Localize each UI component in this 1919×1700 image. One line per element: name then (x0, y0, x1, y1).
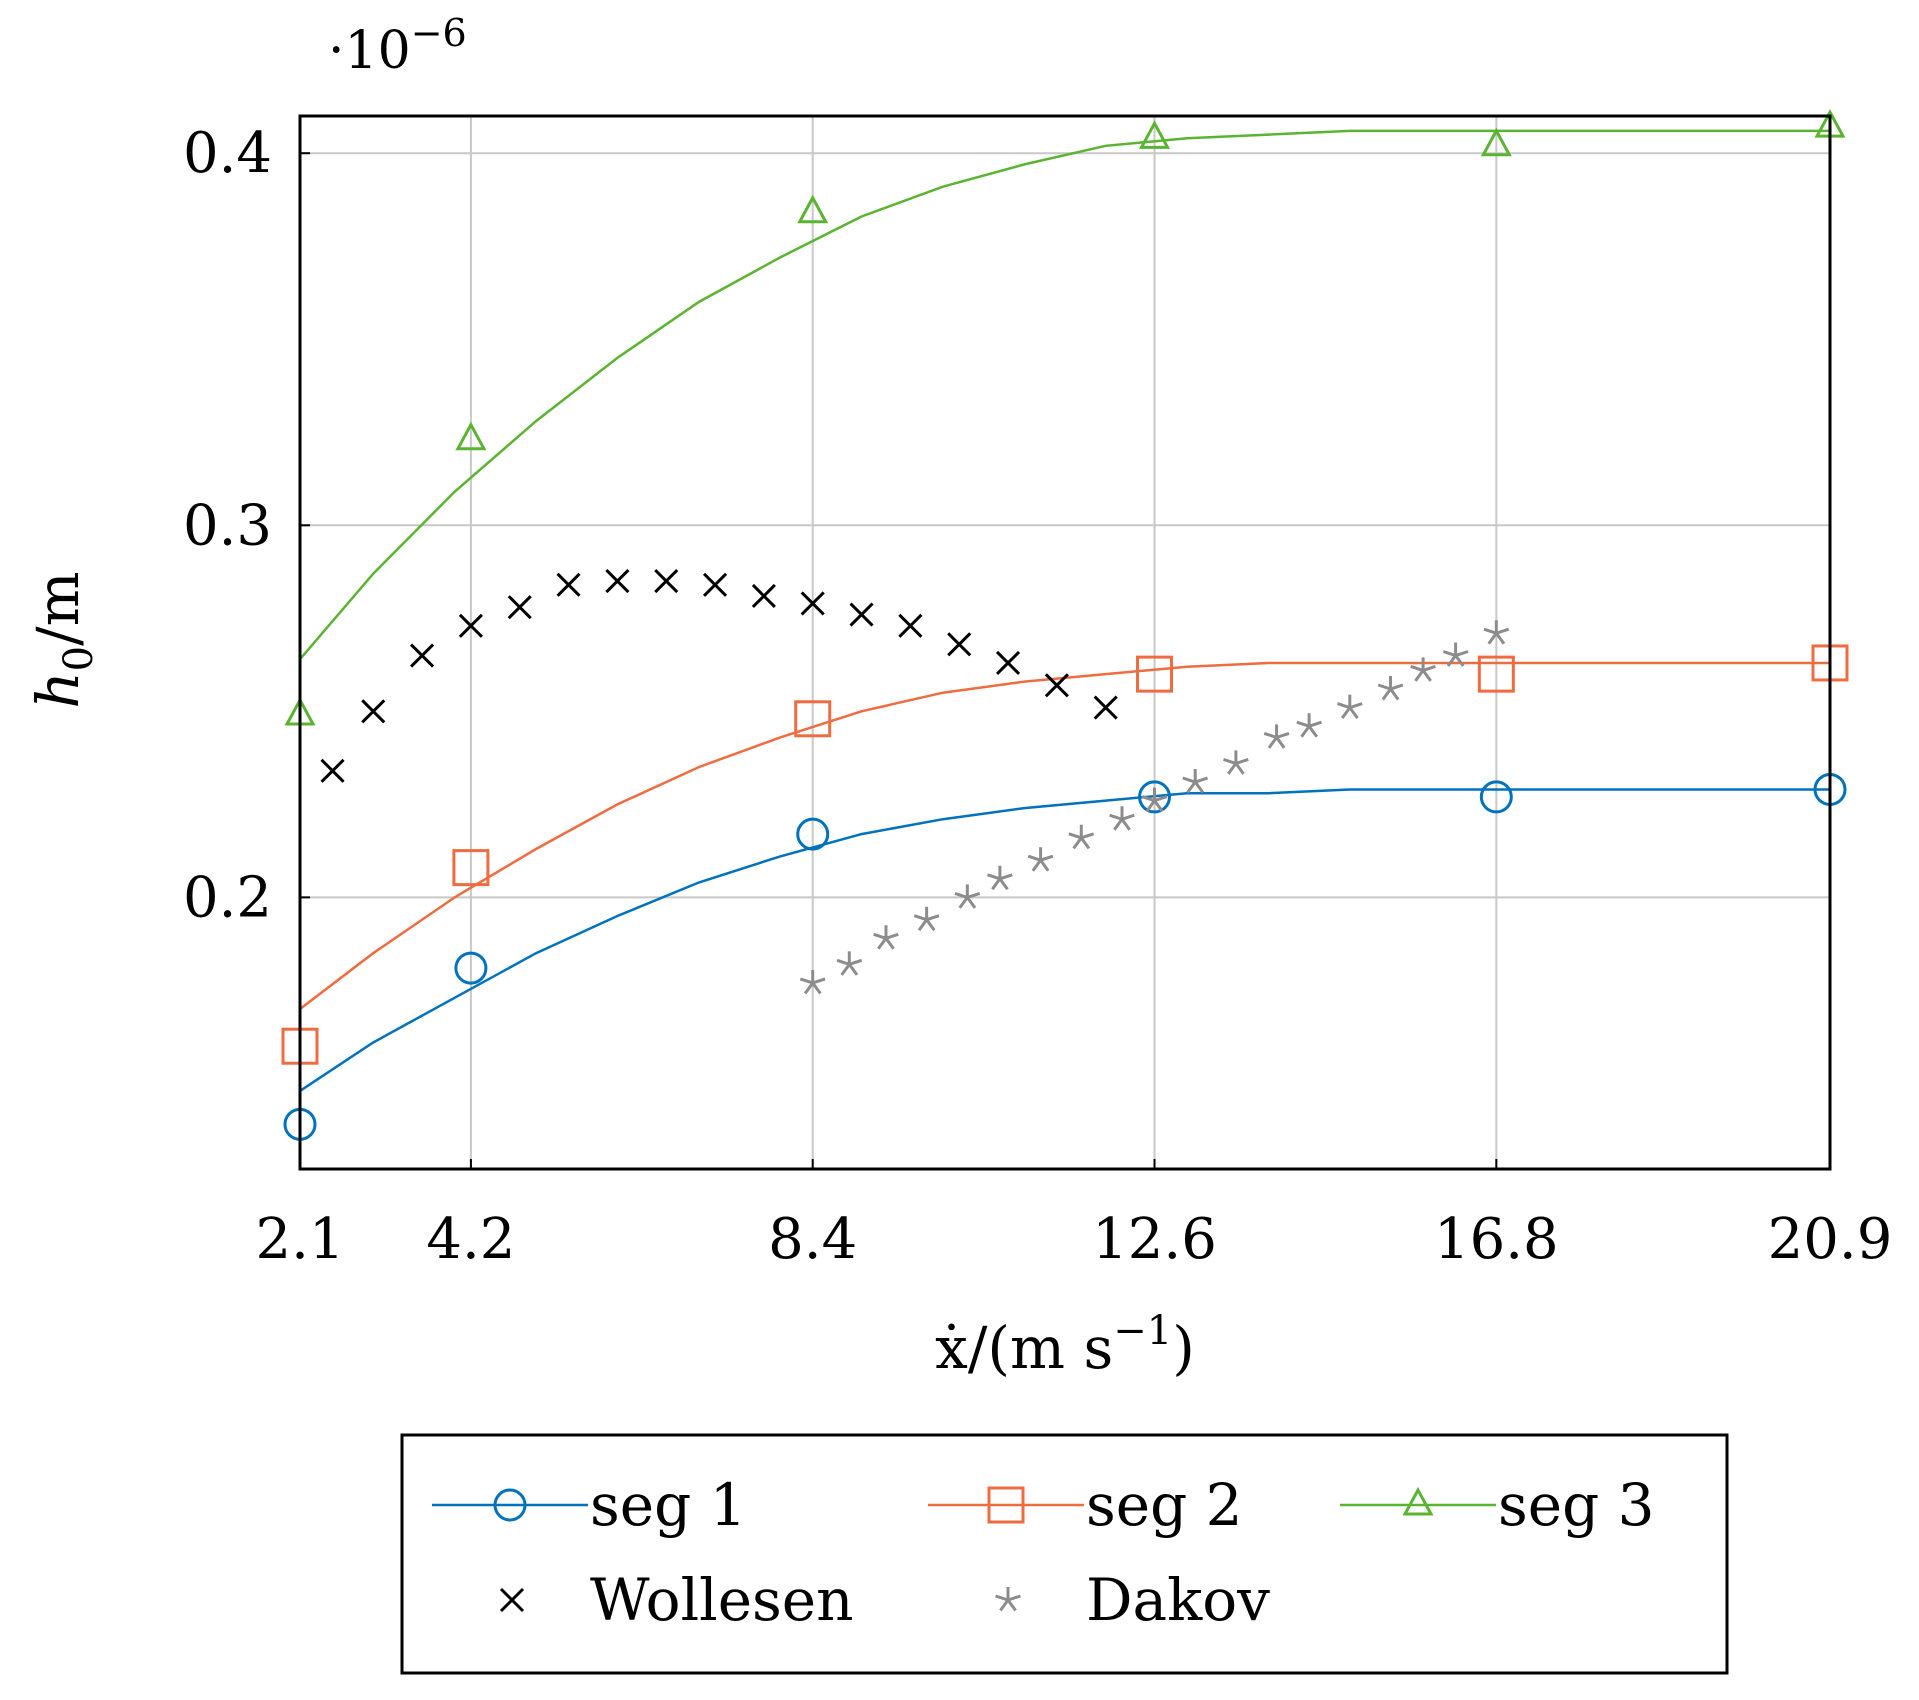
seg-1-point (1479, 780, 1513, 814)
wollesen-point (605, 569, 630, 594)
wollesen-point (1093, 695, 1118, 720)
series-seg-1 (283, 772, 1847, 1141)
legend-marker (987, 1486, 1025, 1524)
legend-item-seg-3: seg 3 (1340, 1471, 1655, 1539)
wollesen-point (410, 643, 435, 668)
seg-3-point (1139, 120, 1171, 149)
dakov-point (1337, 694, 1363, 719)
wollesen-point (800, 591, 825, 616)
x-tick-label: 20.9 (1768, 1207, 1893, 1272)
wollesen-point (361, 699, 386, 724)
seg-3-point (1480, 127, 1512, 157)
legend-label: Wollesen (590, 1566, 853, 1634)
seg-1-fit-line (299, 788, 1830, 1092)
wollesen-point (654, 569, 679, 594)
axis-scale-label: ·10−6 (328, 11, 467, 81)
series-seg-2 (281, 644, 1849, 1065)
y-tick-label: 0.2 (183, 865, 272, 930)
dakov-point (1109, 806, 1135, 831)
dakov-point (1263, 724, 1290, 749)
series-wollesen (320, 569, 1118, 783)
y-axis-label-suffix: /m (24, 571, 92, 646)
legend-marker (499, 1587, 525, 1613)
legend-label: seg 2 (1086, 1471, 1243, 1539)
legend-item-dakov: Dakov (995, 1566, 1270, 1634)
legend-item-seg-2: seg 2 (928, 1471, 1243, 1539)
dakov-point (954, 884, 981, 909)
seg-1-point (1138, 780, 1172, 814)
seg-1-point (454, 951, 488, 985)
seg-3-point (797, 194, 829, 224)
axis-scale-exponent: −6 (411, 11, 467, 55)
y-axis-label-subscript: 0 (56, 646, 102, 671)
y-tick-label: 0.4 (183, 121, 272, 186)
dakov-point (1296, 713, 1322, 738)
series-dakov (799, 620, 1510, 995)
seg-2-point (1136, 655, 1174, 693)
dakov-point (1483, 620, 1510, 645)
dakov-point (836, 951, 863, 976)
dakov-point (1223, 750, 1249, 775)
legend-label: seg 3 (1498, 1471, 1655, 1539)
wollesen-point (1044, 673, 1069, 698)
legend-label: Dakov (1086, 1566, 1270, 1634)
dakov-point (1027, 847, 1054, 872)
wollesen-point (947, 632, 972, 657)
wollesen-point (898, 613, 923, 638)
x-tick-label: 8.4 (768, 1207, 857, 1272)
x-axis-label: ẋ/(m s−1) (935, 1308, 1195, 1382)
seg-2-point (1477, 655, 1515, 693)
wollesen-point (320, 758, 345, 783)
dakov-point (987, 865, 1013, 891)
wollesen-point (849, 602, 874, 627)
wollesen-point (556, 572, 581, 597)
seg-3-fit-line (299, 129, 1830, 661)
tick-labels: 2.1 4.2 8.4 12.6 16.8 20.9 0.2 0.3 0.4 (183, 121, 1892, 1272)
dakov-point (799, 969, 826, 995)
x-tick-label: 2.1 (255, 1207, 344, 1272)
wollesen-point (507, 595, 532, 620)
dakov-point (1141, 787, 1168, 813)
grid (299, 116, 1831, 1169)
legend-items: seg 1 seg 2 seg 3 Wollesen Dakov (432, 1471, 1655, 1634)
wollesen-point (458, 613, 483, 638)
x-axis-label-close: ) (1172, 1314, 1195, 1382)
x-tick-label: 12.6 (1092, 1207, 1217, 1272)
legend-item-wollesen: Wollesen (499, 1566, 853, 1634)
legend-item-seg-1: seg 1 (432, 1471, 747, 1539)
dakov-point (873, 925, 899, 950)
legend-marker (1402, 1486, 1434, 1516)
dakov-point (1377, 675, 1404, 701)
seg-3-point (455, 421, 487, 451)
dakov-point (1068, 824, 1095, 850)
legend-marker (995, 1587, 1021, 1612)
legend-label: seg 1 (590, 1471, 747, 1539)
wollesen-point (751, 583, 776, 609)
seg-2-point (794, 700, 832, 738)
dakov-point (1442, 642, 1469, 667)
dakov-point (913, 906, 940, 932)
seg-2-point (452, 849, 490, 887)
legend-box (400, 1433, 1729, 1675)
legend: seg 1 seg 2 seg 3 Wollesen Dakov (400, 1433, 1729, 1675)
dakov-point (1182, 768, 1209, 794)
wollesen-point (702, 572, 728, 597)
series-seg-3 (284, 109, 1846, 726)
y-tick-label: 0.3 (183, 493, 272, 558)
legend-marker (493, 1488, 527, 1522)
series-layer (281, 109, 1849, 1141)
x-tick-label: 4.2 (426, 1207, 515, 1272)
y-axis-label: h0/m (24, 571, 102, 708)
plot-frame (298, 114, 1832, 1171)
x-tick-label: 16.8 (1434, 1207, 1559, 1272)
dakov-point (1410, 657, 1436, 682)
x-axis-label-exponent: −1 (1113, 1308, 1172, 1354)
seg-1-point (796, 817, 830, 851)
wollesen-point (995, 650, 1021, 676)
